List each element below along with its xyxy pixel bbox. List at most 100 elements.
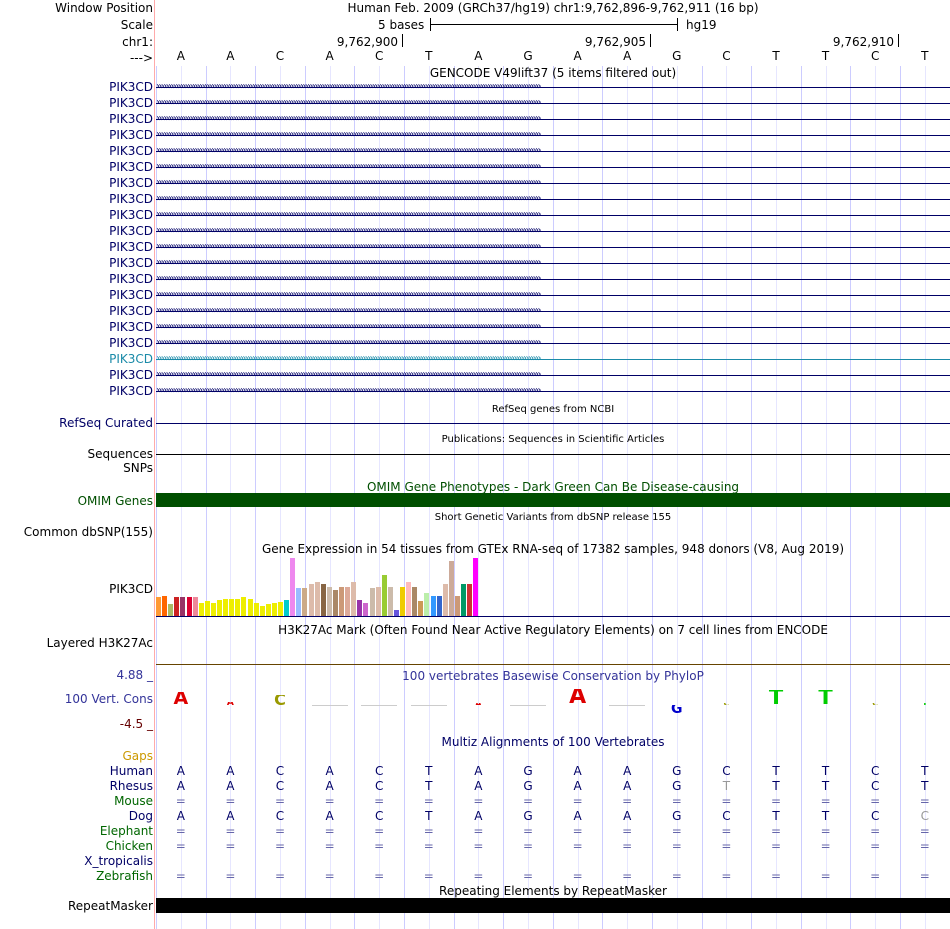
gtex-tissue-bar[interactable] bbox=[302, 588, 307, 616]
gtex-tissue-bar[interactable] bbox=[467, 584, 472, 616]
species-label-human[interactable]: Human bbox=[109, 764, 153, 778]
gaps-label[interactable]: Gaps bbox=[122, 749, 153, 763]
gencode-item-label[interactable]: PIK3CD bbox=[109, 336, 153, 350]
gtex-tissue-bar[interactable] bbox=[351, 582, 356, 616]
gencode-item-label[interactable]: PIK3CD bbox=[109, 176, 153, 190]
gencode-item-label[interactable]: PIK3CD bbox=[109, 272, 153, 286]
gtex-tissue-bar[interactable] bbox=[223, 599, 228, 616]
gtex-tissue-bar[interactable] bbox=[199, 603, 204, 616]
gtex-tissue-bar[interactable] bbox=[266, 604, 271, 616]
gencode-item-label[interactable]: PIK3CD bbox=[109, 192, 153, 206]
gencode-transcript-line[interactable] bbox=[156, 199, 950, 200]
gencode-item-label[interactable]: PIK3CD bbox=[109, 144, 153, 158]
gencode-item-label[interactable]: PIK3CD bbox=[109, 208, 153, 222]
gencode-item-label[interactable]: PIK3CD bbox=[109, 160, 153, 174]
gtex-tissue-bar[interactable] bbox=[193, 597, 198, 616]
gtex-tissue-bar[interactable] bbox=[431, 596, 436, 616]
gencode-transcript-line[interactable] bbox=[156, 151, 950, 152]
gencode-transcript-line[interactable] bbox=[156, 375, 950, 376]
gencode-item-label[interactable]: PIK3CD bbox=[109, 80, 153, 94]
gencode-transcript-line[interactable] bbox=[156, 279, 950, 280]
gtex-tissue-bar[interactable] bbox=[272, 603, 277, 616]
gencode-transcript-line[interactable] bbox=[156, 327, 950, 328]
gencode-transcript-line[interactable] bbox=[156, 167, 950, 168]
species-label-chicken[interactable]: Chicken bbox=[105, 839, 153, 853]
gtex-track-label[interactable]: PIK3CD bbox=[109, 582, 153, 596]
sequences-track-label[interactable]: Sequences bbox=[87, 447, 153, 461]
gencode-transcript-line[interactable] bbox=[156, 215, 950, 216]
gtex-tissue-bar[interactable] bbox=[235, 599, 240, 616]
gtex-tissue-bar[interactable] bbox=[473, 558, 478, 616]
gencode-item-label[interactable]: PIK3CD bbox=[109, 384, 153, 398]
gtex-tissue-bar[interactable] bbox=[211, 603, 216, 616]
gencode-item-label[interactable]: PIK3CD bbox=[109, 112, 153, 126]
gencode-transcript-line[interactable] bbox=[156, 183, 950, 184]
omim-track-label[interactable]: OMIM Genes bbox=[77, 494, 153, 508]
snps-track-label[interactable]: SNPs bbox=[123, 461, 153, 475]
species-label-zebrafish[interactable]: Zebrafish bbox=[96, 869, 153, 883]
gencode-transcript-line[interactable] bbox=[156, 359, 950, 360]
gtex-tissue-bar[interactable] bbox=[345, 587, 350, 616]
gencode-item-label[interactable]: PIK3CD bbox=[109, 320, 153, 334]
gtex-tissue-bar[interactable] bbox=[180, 597, 185, 616]
gencode-item-label[interactable]: PIK3CD bbox=[109, 352, 153, 366]
gtex-tissue-bar[interactable] bbox=[309, 584, 314, 616]
gencode-transcript-line[interactable] bbox=[156, 103, 950, 104]
species-label-mouse[interactable]: Mouse bbox=[114, 794, 153, 808]
conservation-track-label[interactable]: 100 Vert. Cons bbox=[64, 692, 153, 706]
gtex-tissue-bar[interactable] bbox=[315, 582, 320, 616]
gtex-tissue-bar[interactable] bbox=[187, 597, 192, 616]
gtex-tissue-bar[interactable] bbox=[327, 587, 332, 616]
gencode-transcript-line[interactable] bbox=[156, 295, 950, 296]
h3k27ac-track-label[interactable]: Layered H3K27Ac bbox=[46, 636, 153, 650]
gtex-tissue-bar[interactable] bbox=[394, 610, 399, 616]
species-label-elephant[interactable]: Elephant bbox=[99, 824, 153, 838]
gencode-item-label[interactable]: PIK3CD bbox=[109, 288, 153, 302]
gencode-item-label[interactable]: PIK3CD bbox=[109, 304, 153, 318]
species-label-dog[interactable]: Dog bbox=[128, 809, 153, 823]
gencode-transcript-line[interactable] bbox=[156, 311, 950, 312]
gtex-tissue-bar[interactable] bbox=[260, 606, 265, 616]
gencode-item-label[interactable]: PIK3CD bbox=[109, 368, 153, 382]
gtex-tissue-bar[interactable] bbox=[357, 600, 362, 616]
gtex-tissue-bar[interactable] bbox=[290, 558, 295, 616]
gtex-tissue-bar[interactable] bbox=[162, 596, 167, 616]
gencode-transcript-line[interactable] bbox=[156, 247, 950, 248]
gtex-tissue-bar[interactable] bbox=[333, 590, 338, 616]
gtex-tissue-bar[interactable] bbox=[363, 603, 368, 616]
gencode-transcript-line[interactable] bbox=[156, 119, 950, 120]
species-label-x-tropicalis[interactable]: X_tropicalis bbox=[84, 854, 153, 868]
gtex-tissue-bar[interactable] bbox=[370, 588, 375, 616]
gencode-transcript-line[interactable] bbox=[156, 87, 950, 88]
gtex-tissue-bar[interactable] bbox=[278, 602, 283, 616]
gencode-item-label[interactable]: PIK3CD bbox=[109, 128, 153, 142]
gtex-tissue-bar[interactable] bbox=[321, 584, 326, 616]
gencode-transcript-line[interactable] bbox=[156, 135, 950, 136]
gtex-tissue-bar[interactable] bbox=[424, 593, 429, 616]
gencode-item-label[interactable]: PIK3CD bbox=[109, 96, 153, 110]
gencode-item-label[interactable]: PIK3CD bbox=[109, 256, 153, 270]
gtex-tissue-bar[interactable] bbox=[254, 603, 259, 616]
omim-feature-bar[interactable] bbox=[156, 493, 950, 507]
gtex-tissue-bar[interactable] bbox=[339, 587, 344, 616]
gtex-tissue-bar[interactable] bbox=[388, 587, 393, 616]
gencode-item-label[interactable]: PIK3CD bbox=[109, 240, 153, 254]
gencode-transcript-line[interactable] bbox=[156, 263, 950, 264]
gencode-transcript-line[interactable] bbox=[156, 391, 950, 392]
gtex-tissue-bar[interactable] bbox=[418, 601, 423, 616]
gencode-transcript-line[interactable] bbox=[156, 231, 950, 232]
repeatmasker-track-label[interactable]: RepeatMasker bbox=[67, 899, 153, 913]
repeatmasker-feature-bar[interactable] bbox=[156, 898, 950, 913]
gtex-tissue-bar[interactable] bbox=[449, 561, 454, 616]
gtex-tissue-bar[interactable] bbox=[461, 584, 466, 616]
gtex-tissue-bar[interactable] bbox=[437, 596, 442, 616]
gtex-tissue-bar[interactable] bbox=[168, 604, 173, 616]
gtex-tissue-bar[interactable] bbox=[174, 597, 179, 616]
refseq-track-label[interactable]: RefSeq Curated bbox=[59, 416, 153, 430]
gtex-tissue-bar[interactable] bbox=[455, 596, 460, 616]
gtex-tissue-bar[interactable] bbox=[296, 588, 301, 616]
gtex-tissue-bar[interactable] bbox=[241, 597, 246, 616]
gtex-tissue-bar[interactable] bbox=[284, 600, 289, 616]
gtex-tissue-bar[interactable] bbox=[156, 597, 161, 616]
dbsnp-track-label[interactable]: Common dbSNP(155) bbox=[23, 525, 153, 539]
